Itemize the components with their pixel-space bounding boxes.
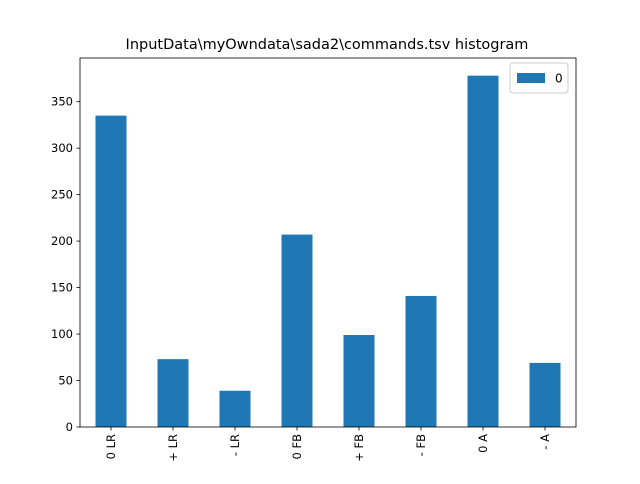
- bar-0fb: [281, 234, 313, 427]
- y-tick-label: 0: [66, 420, 73, 434]
- legend-label: 0: [555, 72, 563, 86]
- chart-title: InputData\myOwndata\sada2\commands.tsv h…: [126, 37, 529, 53]
- bar-0lr: [95, 115, 127, 427]
- legend-swatch: [517, 73, 545, 83]
- bar-minusfb: [405, 295, 437, 427]
- bar-0a: [467, 75, 499, 427]
- x-tick-label: + FB: [352, 434, 366, 462]
- x-tick-label: - LR: [228, 434, 242, 456]
- legend: 0: [509, 62, 569, 94]
- bar-plusfb: [343, 334, 375, 427]
- axes-layer: 0 50 100 150 200 250 300 350 0 LR + LR - LR 0 FB + F…: [51, 57, 577, 462]
- bar-pluslr: [157, 359, 189, 427]
- x-tick-label: 0 FB: [290, 434, 304, 460]
- x-tick-label: 0 LR: [104, 434, 118, 459]
- plot-frame: [79, 57, 577, 428]
- y-tick-label: 100: [51, 327, 73, 341]
- x-tick-label: 0 A: [476, 434, 490, 453]
- y-tick-label: 150: [51, 281, 73, 295]
- y-tick-label: 350: [51, 95, 73, 109]
- y-tick-label: 200: [51, 234, 73, 248]
- bar-minuslr: [219, 390, 251, 427]
- bar-minusa: [529, 362, 561, 427]
- y-tick-label: 300: [51, 141, 73, 155]
- x-tick-label: - FB: [414, 434, 428, 456]
- x-tick-label: + LR: [166, 434, 180, 462]
- y-tick-label: 50: [58, 374, 73, 388]
- x-tick-label: - A: [538, 434, 552, 450]
- bars-layer: [95, 75, 561, 427]
- y-tick-label: 250: [51, 188, 73, 202]
